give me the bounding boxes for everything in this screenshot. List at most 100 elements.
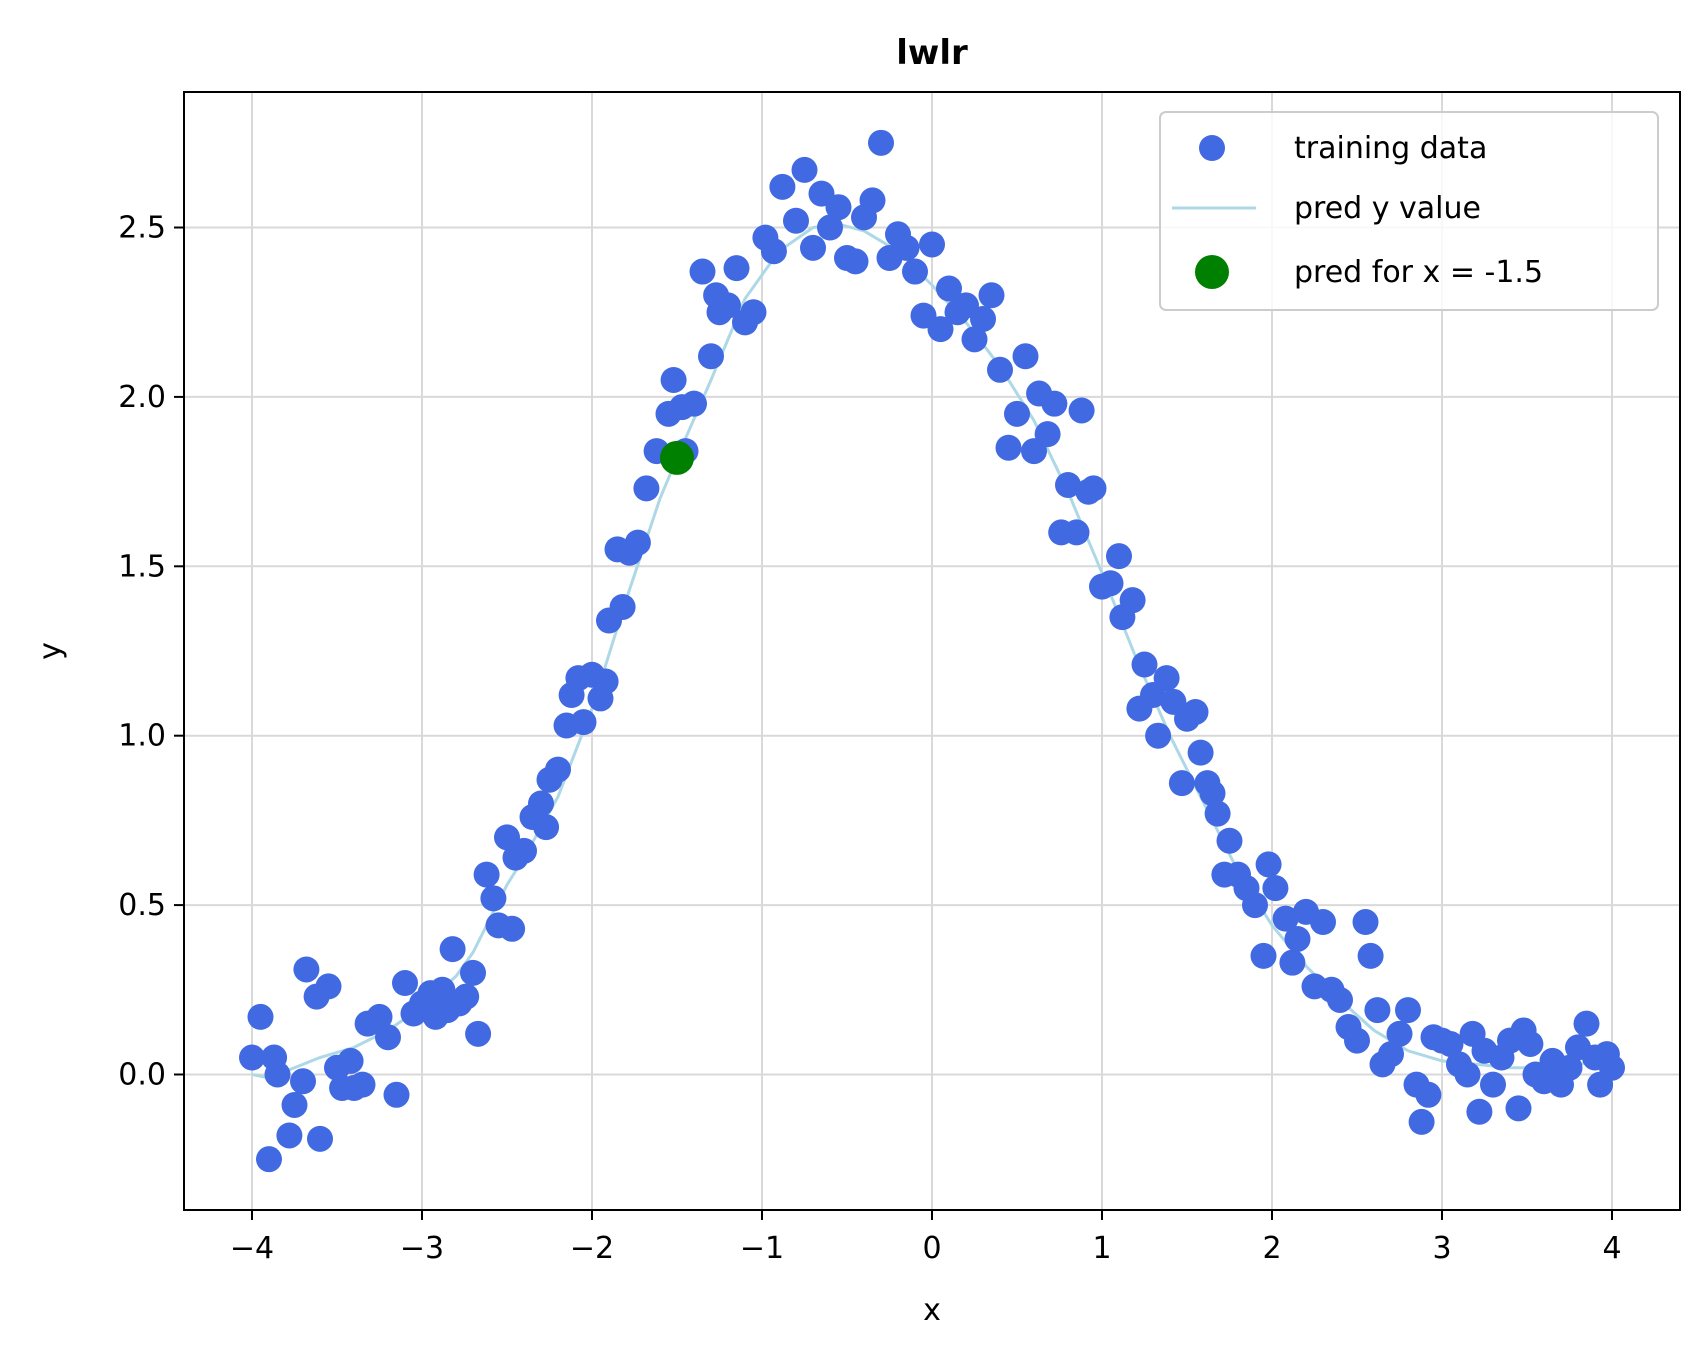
y-axis-label: y — [33, 642, 68, 660]
training-point — [715, 292, 741, 319]
training-point — [1004, 400, 1030, 427]
training-point — [689, 258, 716, 285]
training-point — [1080, 475, 1107, 502]
y-tick-label: 2.0 — [118, 380, 166, 415]
training-point — [1255, 851, 1282, 878]
training-point — [1284, 925, 1311, 952]
training-point — [1556, 1054, 1583, 1081]
training-point — [570, 709, 597, 736]
training-point — [817, 214, 843, 241]
legend-label-pred-point: pred for x = -1.5 — [1294, 255, 1543, 290]
training-point — [1106, 543, 1132, 570]
x-tick-label: 3 — [1432, 1231, 1451, 1266]
training-point — [453, 983, 480, 1010]
training-point — [1182, 698, 1209, 725]
training-point — [383, 1081, 410, 1108]
training-point — [293, 956, 320, 983]
training-point — [1344, 1027, 1370, 1054]
training-point — [1408, 1108, 1435, 1135]
training-point — [760, 238, 787, 265]
training-point — [740, 299, 767, 326]
legend-marker-training — [1199, 135, 1225, 161]
training-point — [264, 1061, 291, 1088]
x-tick-label: −3 — [400, 1231, 444, 1266]
training-point — [919, 231, 945, 258]
y-tick-label: 2.5 — [118, 211, 166, 246]
training-point — [970, 305, 996, 332]
training-point — [1517, 1030, 1544, 1057]
training-point — [1250, 942, 1277, 969]
training-point — [337, 1047, 364, 1074]
training-point — [315, 973, 342, 1000]
training-point — [256, 1146, 282, 1173]
training-point — [1279, 949, 1306, 976]
training-point — [439, 936, 466, 963]
training-point — [247, 1003, 274, 1030]
x-tick-label: 2 — [1262, 1231, 1281, 1266]
training-point — [769, 173, 796, 200]
training-point — [1480, 1071, 1506, 1098]
legend: training data pred y value pred for x = … — [1159, 111, 1659, 311]
training-point — [239, 1044, 265, 1071]
training-point — [1573, 1010, 1600, 1037]
x-tick-label: −1 — [740, 1231, 784, 1266]
training-point — [842, 248, 869, 275]
y-tick-label: 0.0 — [118, 1057, 166, 1092]
training-point — [624, 529, 651, 556]
training-point — [533, 814, 560, 841]
training-point — [1242, 892, 1268, 919]
training-point — [1187, 739, 1214, 766]
training-point — [1415, 1081, 1442, 1108]
training-point — [1063, 519, 1090, 546]
y-tick-label: 1.0 — [118, 719, 166, 754]
training-point — [1310, 909, 1336, 936]
training-point — [791, 156, 818, 183]
training-point — [1131, 651, 1158, 678]
training-point — [460, 959, 486, 986]
x-tick-label: −2 — [570, 1231, 614, 1266]
training-point — [480, 885, 507, 912]
training-point — [545, 756, 571, 783]
training-point — [1378, 1041, 1404, 1068]
training-point — [1437, 1030, 1464, 1057]
training-point — [1599, 1054, 1625, 1081]
training-point — [1272, 905, 1299, 932]
training-point — [276, 1122, 303, 1149]
training-point — [1364, 997, 1391, 1024]
training-point — [633, 475, 660, 502]
training-point — [825, 194, 852, 221]
training-point — [995, 434, 1022, 461]
training-point — [1216, 827, 1243, 854]
training-point — [1068, 397, 1095, 424]
training-scatter-layer — [239, 129, 1625, 1173]
y-tick-label: 1.5 — [118, 549, 166, 584]
x-tick-label: 1 — [1092, 1231, 1111, 1266]
training-point — [307, 1125, 333, 1152]
training-point — [511, 837, 537, 864]
training-point — [936, 275, 962, 302]
training-point — [1145, 722, 1172, 749]
training-point — [868, 129, 894, 156]
training-point — [392, 970, 418, 997]
training-point — [1454, 1061, 1481, 1088]
training-point — [1204, 800, 1231, 827]
training-point — [893, 234, 920, 261]
prediction-point — [660, 440, 694, 475]
training-point — [1097, 570, 1124, 597]
x-tick-label: 0 — [922, 1231, 941, 1266]
training-point — [290, 1068, 316, 1095]
training-point — [1386, 1020, 1413, 1047]
training-point — [660, 366, 687, 393]
legend-marker-pred-point — [1195, 255, 1229, 289]
legend-label-training: training data — [1294, 131, 1487, 166]
training-point — [859, 187, 886, 214]
training-point — [1168, 770, 1195, 797]
training-point — [375, 1024, 401, 1051]
training-point — [1055, 471, 1081, 498]
training-point — [1505, 1095, 1532, 1122]
training-point — [609, 593, 636, 620]
training-point — [1041, 390, 1068, 417]
training-point — [528, 790, 554, 817]
